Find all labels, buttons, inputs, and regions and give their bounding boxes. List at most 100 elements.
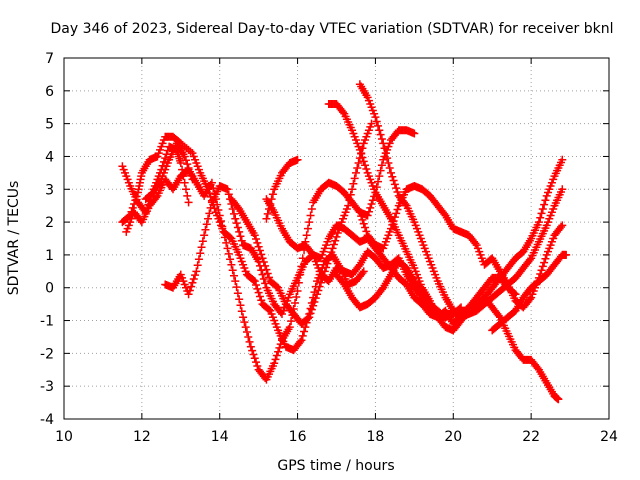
data-point (366, 203, 375, 212)
chart-title: Day 346 of 2023, Sidereal Day-to-day VTE… (51, 21, 614, 37)
y-tick-label: 3 (45, 182, 54, 198)
y-tick-label: -3 (40, 379, 54, 395)
data-point (534, 218, 543, 227)
data-point (348, 185, 357, 194)
data-series-arc-13 (141, 139, 197, 204)
data-point (372, 117, 381, 126)
data-point (231, 214, 240, 223)
data-point (306, 211, 315, 220)
data-point (346, 190, 355, 199)
data-point (537, 209, 546, 218)
y-tick-label: 1 (45, 248, 54, 264)
data-point (370, 192, 379, 201)
data-point (263, 269, 272, 278)
data-point (371, 113, 380, 122)
x-tick-label: 24 (600, 429, 618, 445)
data-point (237, 307, 246, 316)
data-point (184, 290, 193, 299)
data-point (252, 280, 261, 289)
x-tick-label: 20 (444, 429, 462, 445)
data-point (183, 191, 192, 200)
data-point (159, 157, 168, 166)
data-point (262, 265, 271, 274)
data-point (359, 219, 368, 228)
data-series-arc-10 (355, 126, 419, 220)
data-point (257, 250, 266, 259)
data-point (351, 168, 360, 177)
data-point (131, 196, 140, 205)
data-point (215, 211, 224, 220)
data-point (310, 297, 319, 306)
data-point (259, 274, 268, 283)
data-point (229, 209, 238, 218)
data-point (197, 243, 206, 252)
data-point (389, 176, 398, 185)
data-point (354, 159, 363, 168)
data-point (132, 192, 141, 201)
data-point (272, 351, 281, 360)
data-series-arc-11 (332, 257, 466, 322)
data-point (268, 190, 277, 199)
data-point (253, 361, 262, 370)
data-point (152, 193, 161, 202)
data-point (193, 261, 202, 270)
data-point (457, 303, 466, 312)
data-point (344, 201, 353, 210)
data-point (185, 286, 194, 295)
data-point (305, 218, 314, 227)
data-point (248, 346, 257, 355)
data-point (303, 314, 312, 323)
data-point (292, 293, 301, 302)
y-tick-label: 4 (45, 149, 54, 165)
data-point (188, 175, 197, 184)
data-point (326, 252, 335, 261)
data-point (250, 277, 259, 286)
y-tick-label: 6 (45, 84, 54, 100)
data-point (220, 233, 229, 242)
y-tick-label: -4 (40, 412, 54, 428)
data-point (218, 222, 227, 231)
data-point (540, 258, 549, 267)
data-point (235, 227, 244, 236)
y-tick-label: 5 (45, 117, 54, 133)
data-series-arc-9 (355, 80, 567, 322)
data-point (377, 161, 386, 170)
data-point (222, 238, 231, 247)
data-point (265, 204, 274, 213)
data-point (236, 301, 245, 310)
data-point (392, 209, 401, 218)
data-point (562, 250, 571, 259)
data-point (338, 108, 347, 117)
data-point (384, 159, 393, 168)
data-point (368, 196, 377, 205)
data-point (198, 237, 207, 246)
data-point (255, 246, 264, 255)
data-point (265, 273, 274, 282)
data-point (274, 347, 283, 356)
data-point (206, 203, 215, 212)
data-point (249, 350, 258, 359)
data-point (303, 224, 312, 233)
data-point (246, 342, 255, 351)
data-point (362, 165, 371, 174)
y-tick-label: -2 (40, 346, 54, 362)
data-point (287, 317, 296, 326)
data-point (235, 295, 244, 304)
data-point (253, 284, 262, 293)
data-point (223, 185, 232, 194)
data-point (361, 161, 370, 170)
data-point (161, 154, 170, 163)
data-point (511, 290, 520, 299)
data-point (377, 134, 386, 143)
data-point (363, 211, 372, 220)
data-point (359, 267, 368, 276)
data-point (265, 305, 274, 314)
data-point (180, 152, 189, 161)
y-tick-label: 2 (45, 215, 54, 231)
data-point (305, 313, 314, 322)
data-point (180, 178, 189, 187)
data-point (311, 294, 320, 303)
data-point (233, 289, 242, 298)
